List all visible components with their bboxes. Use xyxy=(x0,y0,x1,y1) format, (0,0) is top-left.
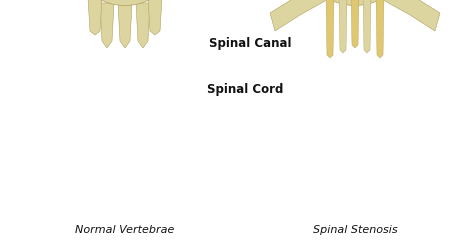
Polygon shape xyxy=(351,0,359,48)
Polygon shape xyxy=(339,0,347,53)
Polygon shape xyxy=(375,0,440,31)
Polygon shape xyxy=(363,0,371,53)
Polygon shape xyxy=(148,0,162,35)
Ellipse shape xyxy=(315,0,395,5)
Ellipse shape xyxy=(85,0,165,5)
Text: Spinal Canal: Spinal Canal xyxy=(209,37,291,50)
Text: Normal Vertebrae: Normal Vertebrae xyxy=(75,225,175,235)
Polygon shape xyxy=(270,0,335,31)
Polygon shape xyxy=(118,3,132,48)
Text: Spinal Cord: Spinal Cord xyxy=(207,83,283,96)
Polygon shape xyxy=(376,0,384,58)
Polygon shape xyxy=(88,0,102,35)
Polygon shape xyxy=(326,0,334,58)
Polygon shape xyxy=(136,3,150,48)
Text: Spinal Stenosis: Spinal Stenosis xyxy=(313,225,397,235)
Polygon shape xyxy=(100,3,114,48)
